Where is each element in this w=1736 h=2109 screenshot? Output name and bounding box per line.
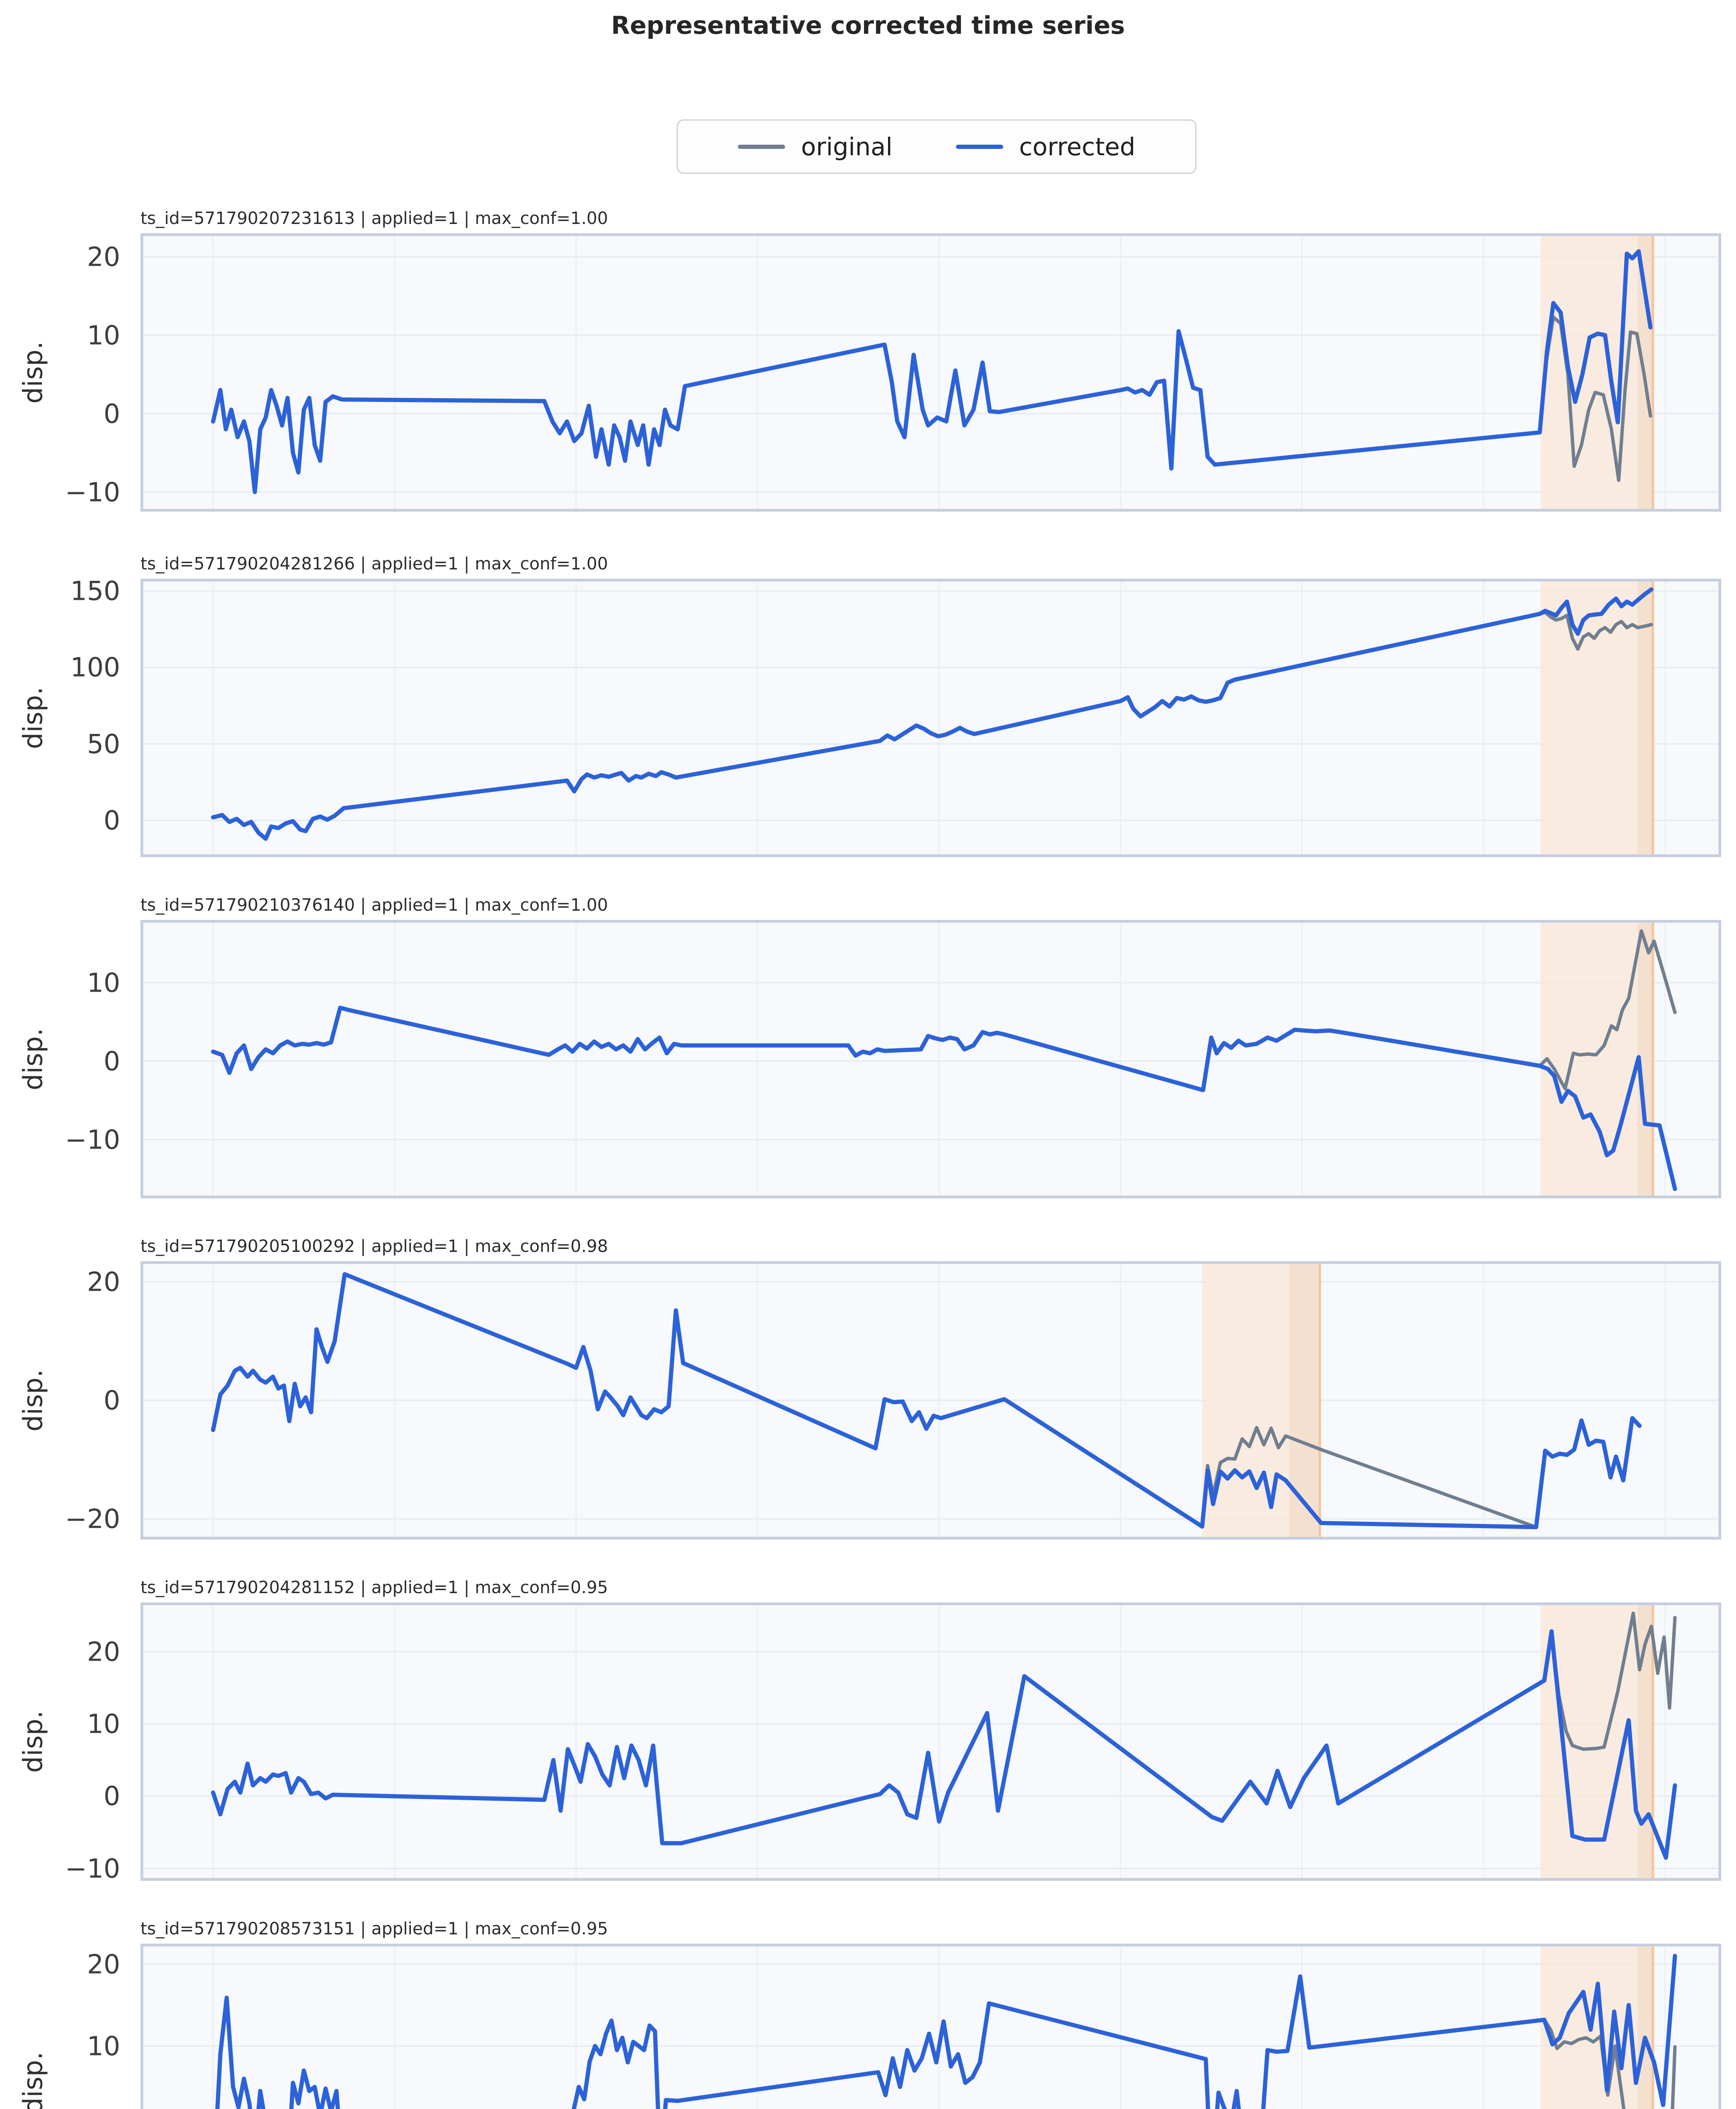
figure-title: Representative corrected time series: [611, 11, 1125, 40]
subplot-6-original-line: [1542, 2018, 1677, 2109]
subplot-1-original-line: [1538, 315, 1652, 482]
subplot-4-title: ts_id=571790205100292 | applied=1 | max_…: [140, 1237, 608, 1256]
subplot-2-canvas: [140, 579, 1721, 857]
subplot-5-correction-span-overlap: [1638, 1602, 1654, 1881]
subplot-5-ytick--10: −10: [65, 1853, 120, 1884]
subplot-4-canvas: [140, 1261, 1721, 1540]
subplot-1-ytick-0: 0: [103, 398, 120, 429]
subplot-2-title: ts_id=571790204281266 | applied=1 | max_…: [140, 554, 608, 574]
subplot-2-ytick-0: 0: [103, 805, 120, 836]
subplot-1-ylabel: disp.: [17, 341, 49, 404]
subplot-5-corrected-line: [211, 1629, 1677, 1860]
subplot-1-correction-span: [1540, 233, 1654, 512]
subplot-6-ylabel: disp.: [17, 2052, 49, 2109]
subplot-3-ylabel: disp.: [17, 1028, 49, 1090]
subplot-1-ytick--10: −10: [65, 477, 120, 508]
subplot-6-frame: [140, 1944, 1721, 2109]
subplot-1-corrected-line: [211, 249, 1653, 494]
subplot-2-ytick-50: 50: [87, 728, 120, 760]
legend-item-corrected: corrected: [956, 132, 1136, 161]
subplot-3-background: [140, 920, 1721, 1198]
subplot-5-frame: [140, 1602, 1721, 1881]
subplot-3-canvas: [140, 920, 1721, 1198]
subplot-5-ylabel: disp.: [17, 1710, 49, 1773]
original-line-swatch-icon: [737, 144, 785, 149]
subplot-2-ytick-100: 100: [70, 652, 120, 683]
legend-label-original: original: [801, 132, 893, 161]
subplot-4-ytick-0: 0: [103, 1385, 120, 1416]
subplot-3-title: ts_id=571790210376140 | applied=1 | max_…: [140, 895, 608, 915]
subplot-6-corrected-line: [215, 1954, 1677, 2109]
subplot-4-correction-span-overlap: [1289, 1261, 1321, 1540]
subplot-5-background: [140, 1602, 1721, 1881]
subplot-1-ytick-10: 10: [87, 320, 120, 351]
subplot-6-correction-span-overlap: [1638, 1944, 1654, 2109]
subplot-1-title: ts_id=571790207231613 | applied=1 | max_…: [140, 209, 608, 228]
subplot-5-correction-span: [1540, 1602, 1654, 1881]
subplot-3-ytick-10: 10: [87, 967, 120, 998]
subplot-5-ytick-10: 10: [87, 1708, 120, 1740]
subplot-2-corrected-line: [211, 587, 1654, 841]
subplot-1-correction-span-overlap: [1638, 233, 1654, 512]
subplot-2-background: [140, 579, 1721, 857]
subplot-6-ytick-10: 10: [87, 2031, 120, 2062]
subplot-3-original-line: [1538, 929, 1677, 1090]
subplot-3-corrected-line: [211, 1006, 1677, 1191]
subplot-3-frame: [140, 920, 1721, 1198]
subplot-3-ytick--10: −10: [65, 1124, 120, 1155]
subplot-4-frame: [140, 1261, 1721, 1540]
subplot-1-background: [140, 233, 1721, 512]
subplot-2-original-line: [1538, 610, 1653, 651]
subplot-1-frame: [140, 233, 1721, 512]
subplot-5-canvas: [140, 1602, 1721, 1881]
subplot-2-ylabel: disp.: [17, 687, 49, 749]
subplot-6-canvas: [140, 1944, 1721, 2109]
legend-item-original: original: [737, 132, 893, 161]
subplot-2-ytick-150: 150: [70, 575, 120, 607]
subplot-4-ytick-20: 20: [87, 1266, 120, 1297]
subplot-2-frame: [140, 579, 1721, 857]
subplot-5-title: ts_id=571790204281152 | applied=1 | max_…: [140, 1578, 608, 1597]
subplot-5-ytick-0: 0: [103, 1780, 120, 1812]
subplot-1-canvas: [140, 233, 1721, 512]
subplot-1-ytick-20: 20: [87, 241, 120, 272]
legend: original corrected: [677, 119, 1196, 174]
subplot-5-ytick-20: 20: [87, 1636, 120, 1667]
subplot-6-title: ts_id=571790208573151 | applied=1 | max_…: [140, 1919, 608, 1939]
subplot-4-ytick--20: −20: [65, 1503, 120, 1535]
subplot-4-ylabel: disp.: [17, 1369, 49, 1432]
corrected-line-swatch-icon: [956, 144, 1003, 149]
subplot-4-corrected-line: [211, 1272, 1642, 1529]
legend-label-corrected: corrected: [1019, 132, 1136, 161]
subplot-3-ytick-0: 0: [103, 1046, 120, 1077]
subplot-6-background: [140, 1944, 1721, 2109]
subplot-5-original-line: [1542, 1611, 1677, 1751]
subplot-6-ytick-20: 20: [87, 1949, 120, 1980]
